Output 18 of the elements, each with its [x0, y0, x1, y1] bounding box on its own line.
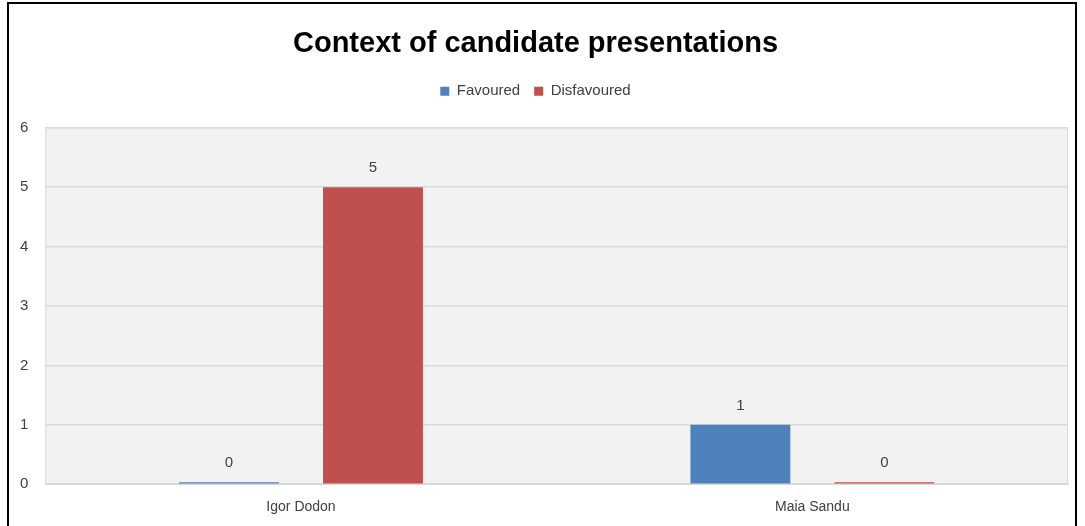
bar — [323, 187, 423, 484]
y-tick-label: 0 — [20, 474, 29, 492]
y-tick-label: 2 — [20, 355, 29, 373]
y-tick-label: 6 — [20, 117, 29, 135]
data-label: 5 — [368, 158, 378, 176]
legend-label: Favoured — [456, 81, 521, 99]
y-tick-label: 1 — [20, 414, 29, 432]
y-tick-label: 4 — [20, 236, 29, 254]
data-label: 0 — [880, 453, 889, 471]
y-tick-label: 5 — [20, 177, 29, 195]
bar — [690, 424, 791, 484]
x-tick-label: Igor Dodon — [266, 498, 336, 515]
x-tick-label: Maia Sandu — [774, 498, 850, 515]
data-label: 0 — [224, 453, 234, 471]
legend-label: Disfavoured — [550, 81, 631, 99]
data-label: 1 — [736, 395, 745, 413]
chart-title: Context of candidate presentations — [292, 26, 779, 59]
y-tick-label: 3 — [20, 296, 29, 314]
